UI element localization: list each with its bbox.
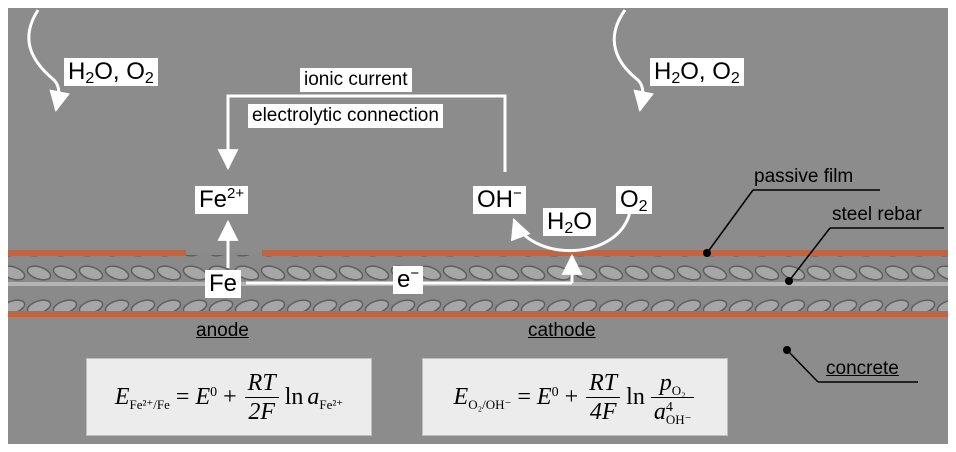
left-ingress-arrow <box>27 9 71 113</box>
label-anode: anode <box>196 320 249 341</box>
right-ingress-arrow <box>612 9 655 113</box>
cathode-equation: EO₂/OH⁻ = E0 + RT 4F ln pO₂ a4OH⁻ <box>422 358 728 436</box>
label-fe2plus: Fe2+ <box>195 186 249 214</box>
cathode-reaction-arc <box>510 211 632 252</box>
label-passive-film: passive film <box>754 166 854 187</box>
label-steel-rebar: steel rebar <box>832 204 922 225</box>
label-oh-minus: OH− <box>473 186 526 214</box>
label-h2o: H2O <box>543 208 596 237</box>
label-concrete: concrete <box>826 358 899 379</box>
ionic-current-path <box>217 94 507 172</box>
passive-film-graphic <box>8 250 948 317</box>
anode-equation: EFe²⁺/Fe = E0 + RT 2F ln aFe²⁺ <box>86 358 372 436</box>
label-o2: O2 <box>616 186 652 215</box>
label-electrolytic-connection: electrolytic connection <box>248 104 443 128</box>
label-cathode: cathode <box>528 320 596 341</box>
label-h2o-o2-right: H2O, O2 <box>650 58 744 87</box>
label-electron: e− <box>393 266 424 294</box>
label-h2o-o2-left: H2O, O2 <box>64 58 158 87</box>
label-fe: Fe <box>205 270 242 298</box>
leader-lines <box>703 189 944 383</box>
label-ionic-current: ionic current <box>300 68 412 92</box>
